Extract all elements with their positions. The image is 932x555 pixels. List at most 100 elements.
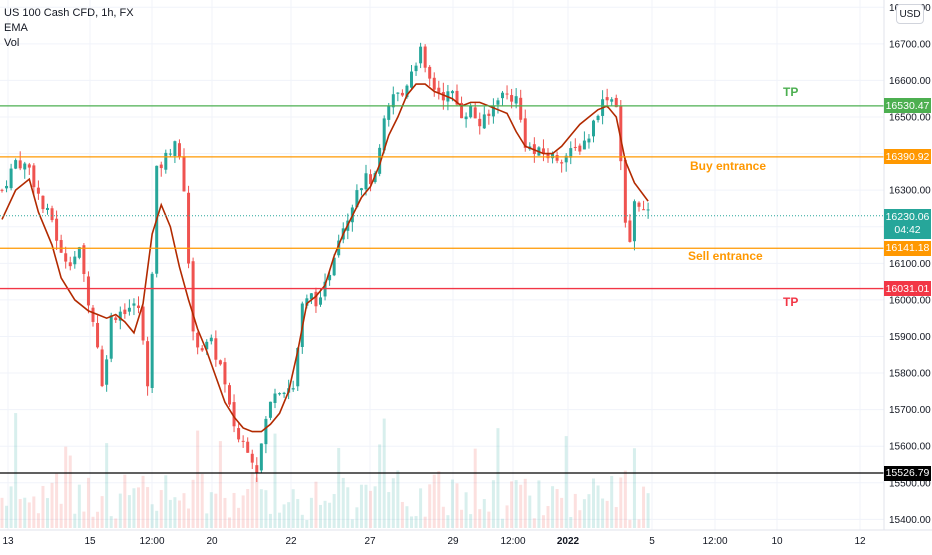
candle-body (223, 362, 227, 385)
price-tick-label: 15500.00 (889, 478, 931, 489)
candle-body (141, 306, 145, 341)
candle-body (309, 293, 313, 300)
candle-body (569, 148, 573, 158)
candle-body (218, 360, 222, 365)
volume-bar (560, 497, 564, 528)
volume-bar (341, 477, 345, 528)
candle-body (86, 276, 90, 306)
chart-legend: US 100 Cash CFD, 1h, FX EMA Vol (4, 6, 134, 51)
volume-bar (455, 483, 459, 528)
volume-bar (305, 519, 309, 528)
candle-body (18, 160, 22, 169)
candle-body (187, 192, 191, 264)
volume-bar (646, 493, 650, 528)
candle-body (214, 338, 218, 360)
candle-body (137, 305, 140, 309)
candle-body (623, 159, 627, 223)
ema-line (1, 83, 649, 433)
volume-bar (378, 444, 382, 528)
candle-body (177, 143, 181, 158)
volume-bar (355, 507, 359, 528)
volume-bar (18, 499, 22, 528)
candle-body (23, 163, 27, 170)
volume-bar (478, 509, 482, 528)
candle-body (41, 195, 45, 210)
volume-bar (141, 475, 145, 528)
horizontal-levels (0, 105, 884, 474)
volume-bar (55, 473, 59, 528)
volume-bar (100, 496, 104, 528)
candle-body (437, 87, 441, 93)
volume-bar (328, 502, 332, 528)
volume-bar (177, 500, 181, 528)
volume-bar (623, 470, 627, 528)
candle-body (146, 341, 150, 387)
candle-body (246, 441, 250, 453)
volume-bar (546, 506, 550, 528)
volume-bar (287, 502, 291, 528)
volume-bar (532, 518, 536, 528)
price-axis-ticks: 15400.00 15500.00 15600.00 15700.00 15800.00… (889, 3, 931, 526)
candle-body (164, 152, 168, 170)
volume-bar (296, 499, 300, 528)
price-tick-label: 15400.00 (889, 515, 931, 526)
candle-body (36, 187, 40, 194)
volume-bar (246, 489, 250, 528)
volume-bar (619, 477, 623, 528)
volume-bar (241, 495, 245, 528)
price-tick-label: 16100.00 (889, 259, 931, 270)
candle-body (319, 297, 322, 305)
candle-body (628, 220, 632, 242)
volume-bar (469, 514, 473, 528)
volume-bar (405, 506, 409, 528)
candle-body (291, 388, 295, 390)
price-tick-label: 15700.00 (889, 405, 931, 416)
candle-body (200, 348, 204, 351)
volume-bar (259, 489, 263, 528)
volume-bar (155, 510, 159, 528)
volume-bar (387, 492, 391, 528)
candle-body (573, 146, 577, 148)
volume-bar (423, 516, 427, 528)
volume-bar (36, 513, 40, 528)
candle-body (105, 359, 109, 385)
volume-bar (137, 487, 140, 528)
candle-body (564, 155, 568, 163)
volume-bar (196, 430, 200, 528)
annotation-sell[interactable]: Sell entrance (688, 249, 763, 263)
price-tick-label: 16700.00 (889, 39, 931, 50)
volume-bar (268, 513, 272, 528)
candle-body (423, 46, 427, 68)
volume-bar (14, 413, 18, 528)
candle-body (46, 207, 49, 211)
volume-bar (350, 519, 354, 528)
ema-indicator-label[interactable]: EMA (4, 22, 28, 34)
volume-bars (0, 413, 650, 528)
candle-body (450, 91, 454, 94)
candle-body (268, 401, 272, 418)
volume-bar (46, 498, 49, 528)
volume-bar (309, 497, 313, 528)
volume-bar (164, 475, 168, 528)
volume-bar (569, 517, 573, 528)
candle-body (73, 256, 77, 265)
price-level-tag: 15526.79 (884, 465, 931, 481)
volume-bar (332, 494, 336, 528)
annotation-tp-top[interactable]: TP (783, 85, 799, 99)
volume-bar (41, 485, 45, 528)
annotation-tp-bottom[interactable]: TP (783, 295, 799, 309)
symbol-title[interactable]: US 100 Cash CFD, 1h, FX (4, 7, 134, 19)
volume-indicator-label[interactable]: Vol (4, 37, 20, 49)
candle-body (159, 164, 163, 169)
candle-body (614, 97, 618, 108)
currency-button[interactable]: USD (896, 4, 924, 24)
candle-body (305, 298, 309, 306)
candle-body (400, 92, 404, 96)
candle-body (546, 153, 550, 159)
volume-bar (109, 516, 113, 528)
volume-bar (27, 502, 31, 528)
annotation-buy[interactable]: Buy entrance (690, 159, 767, 173)
candle-body (455, 90, 459, 105)
